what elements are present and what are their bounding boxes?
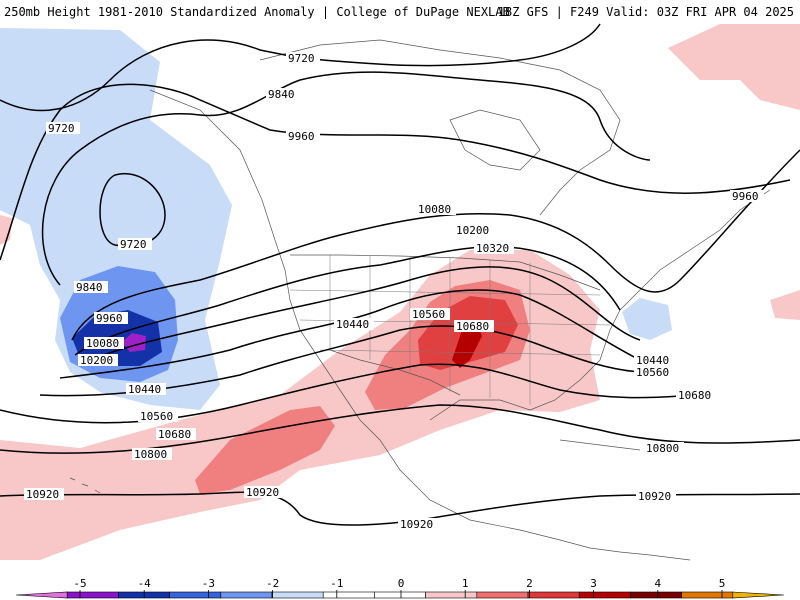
hudson-bay-line bbox=[449, 109, 541, 171]
colorbar-segment bbox=[169, 591, 222, 599]
contour-label: 10800 bbox=[134, 448, 167, 461]
contour-9840 bbox=[41, 71, 651, 286]
colorbar-segment bbox=[322, 591, 375, 599]
colorbar-tick-label: 0 bbox=[398, 577, 405, 590]
colorbar-segments bbox=[15, 591, 785, 599]
colorbar-segment bbox=[732, 591, 785, 599]
colorbar-tick-label: -1 bbox=[330, 577, 343, 590]
contour-label: 10920 bbox=[638, 490, 671, 503]
contour-label: 10560 bbox=[636, 366, 669, 379]
colorbar-segment bbox=[66, 591, 119, 599]
height-contours bbox=[0, 23, 800, 526]
colorbar-segment bbox=[374, 591, 426, 599]
east-coast-line bbox=[619, 189, 771, 311]
contour-label: 10800 bbox=[646, 442, 679, 455]
contour-label: 10680 bbox=[678, 389, 711, 402]
contour-label: 10080 bbox=[418, 203, 451, 216]
contour-label: 10440 bbox=[128, 383, 161, 396]
canada-arctic-line bbox=[259, 39, 621, 216]
contour-label: 10200 bbox=[80, 354, 113, 367]
colorbar-segment bbox=[271, 591, 324, 599]
contour-label: 9840 bbox=[76, 281, 103, 294]
contour-label: 9960 bbox=[732, 190, 759, 203]
colorbar-ticks: -5 -4 -3 -2 -1 0 1 2 3 4 5 bbox=[73, 577, 725, 598]
colorbar-segment bbox=[630, 591, 682, 599]
contour-label: 10200 bbox=[456, 224, 489, 237]
contour-label: 10560 bbox=[412, 308, 445, 321]
contour-label: 10920 bbox=[246, 486, 279, 499]
gulf-coast-line bbox=[429, 309, 621, 421]
contour-label: 9840 bbox=[268, 88, 295, 101]
colorbar-tick-label: -3 bbox=[202, 577, 215, 590]
contour-labels: 9720 9840 9960 9720 9720 9840 9960 10080… bbox=[24, 52, 764, 531]
model-run-info: 18Z GFS | F249 Valid: 03Z FRI APR 04 202… bbox=[497, 5, 794, 19]
colorbar-tick-label: 1 bbox=[462, 577, 469, 590]
colorbar-tick-label: 4 bbox=[654, 577, 661, 590]
contour-label: 10440 bbox=[636, 354, 669, 367]
negative-anomaly-level1-east bbox=[622, 298, 672, 340]
contour-label: 10920 bbox=[26, 488, 59, 501]
contour-label: 9960 bbox=[288, 130, 315, 143]
colorbar-segment bbox=[15, 591, 68, 599]
colorbar-tick-label: 2 bbox=[526, 577, 533, 590]
positive-anomaly-level2-pacific bbox=[195, 406, 335, 494]
contour-10440 bbox=[59, 289, 641, 379]
central-america-line bbox=[559, 539, 691, 561]
colorbar-segment bbox=[578, 591, 631, 599]
contour-label: 10080 bbox=[86, 337, 119, 350]
map-canvas: 9720 9840 9960 9720 9720 9840 9960 10080… bbox=[0, 22, 800, 576]
hawaii-islands bbox=[69, 477, 101, 494]
positive-anomaly-level1-west bbox=[0, 215, 12, 245]
contour-label: 10680 bbox=[456, 320, 489, 333]
contour-label: 9960 bbox=[96, 312, 123, 325]
colorbar-tick-label: 3 bbox=[590, 577, 597, 590]
cuba-line bbox=[559, 439, 641, 451]
colorbar-segment bbox=[220, 591, 273, 599]
contour-label: 9720 bbox=[120, 238, 147, 251]
map-title: 250mb Height 1981-2010 Standardized Anom… bbox=[4, 5, 510, 19]
west-coast-line bbox=[149, 89, 561, 541]
positive-anomaly-level1-e bbox=[770, 290, 800, 320]
anomaly-shading bbox=[0, 24, 800, 560]
contour-label: 10680 bbox=[158, 428, 191, 441]
colorbar-tick-label: 5 bbox=[719, 577, 726, 590]
positive-anomaly-level4 bbox=[452, 322, 482, 368]
contour-label: 10440 bbox=[336, 318, 369, 331]
us-mexico-border bbox=[329, 349, 461, 396]
header-bar: 250mb Height 1981-2010 Standardized Anom… bbox=[0, 0, 800, 22]
colorbar-tick-label: -4 bbox=[138, 577, 152, 590]
colorbar-tick-label: -5 bbox=[73, 577, 86, 590]
contour-10080 bbox=[71, 149, 800, 341]
contour-label: 9720 bbox=[288, 52, 315, 65]
colorbar-segment bbox=[425, 591, 478, 599]
contour-label: 10560 bbox=[140, 410, 173, 423]
colorbar-tick-label: -2 bbox=[266, 577, 279, 590]
colorbar-segment bbox=[681, 591, 734, 599]
contour-label: 9720 bbox=[48, 122, 75, 135]
us-canada-border bbox=[290, 254, 601, 291]
anomaly-colorbar: -5 -4 -3 -2 -1 0 1 2 3 4 5 bbox=[15, 577, 785, 599]
contour-10320 bbox=[79, 266, 641, 366]
contour-label: 10920 bbox=[400, 518, 433, 531]
contour-9720-north bbox=[0, 23, 601, 112]
contour-label: 10320 bbox=[476, 242, 509, 255]
colorbar-segment bbox=[476, 591, 529, 599]
positive-anomaly-level1-ne bbox=[668, 24, 800, 110]
contour-9960 bbox=[0, 83, 791, 261]
colorbar-segment bbox=[527, 591, 580, 599]
contour-10200 bbox=[74, 245, 621, 356]
